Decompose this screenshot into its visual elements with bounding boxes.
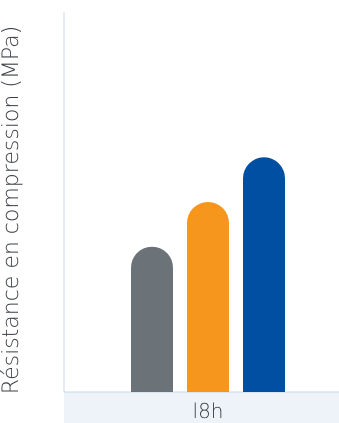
x-axis-band	[64, 392, 339, 423]
bar-3	[243, 157, 285, 392]
x-tick-label: l8h	[193, 399, 224, 423]
bar-1	[131, 246, 173, 392]
y-axis-title: Résistance en compression (MPa)	[0, 26, 24, 394]
bars-group	[131, 157, 285, 392]
bar-2	[187, 202, 229, 392]
